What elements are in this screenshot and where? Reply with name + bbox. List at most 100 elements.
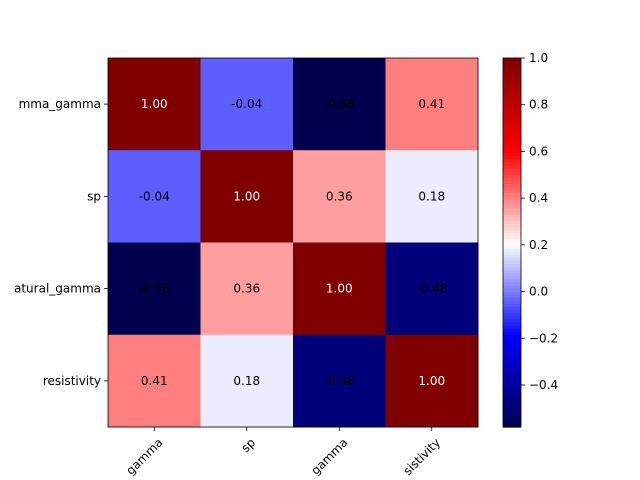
- colorbar-segment: [503, 377, 521, 382]
- x-axis: gamma sp gamma sistivity: [123, 427, 443, 478]
- colorbar-segment: [503, 94, 521, 99]
- colorbar-segment: [503, 70, 521, 74]
- colorbar-segment: [503, 356, 521, 360]
- colorbar-segment: [503, 328, 521, 333]
- colorbar-segment: [503, 390, 521, 394]
- colorbar-segment: [503, 285, 521, 290]
- colorbar-segment: [503, 147, 521, 151]
- colorbar-segment: [503, 128, 521, 133]
- colorbar-segment: [503, 239, 521, 244]
- colorbar-segment: [503, 205, 521, 210]
- colorbar-segment: [503, 242, 521, 247]
- colorbar-segment: [503, 214, 521, 219]
- colorbar-segment: [503, 316, 521, 320]
- colorbar-segment: [503, 300, 521, 305]
- colorbar-segment: [503, 420, 521, 425]
- heatmap-cell: [293, 150, 386, 243]
- colorbar-segment: [503, 159, 521, 164]
- colorbar-segment: [503, 76, 521, 81]
- colorbar-segment: [503, 91, 521, 96]
- colorbar-segment: [503, 177, 521, 182]
- cell-value-label: -0.48: [324, 374, 355, 388]
- colorbar-segment: [503, 350, 521, 354]
- colorbar-segment: [503, 423, 521, 428]
- colorbar-segment: [503, 267, 521, 271]
- colorbar-segment: [503, 233, 521, 237]
- colorbar-segment: [503, 371, 521, 376]
- colorbar-segment: [503, 304, 521, 308]
- cell-value-label: -0.58: [139, 282, 170, 296]
- colorbar-segment: [503, 402, 521, 407]
- colorbar-segment: [503, 196, 521, 201]
- y-tick-label: atural_gamma: [14, 282, 101, 296]
- colorbar-segment: [503, 88, 521, 93]
- heatmap-cell: [108, 242, 201, 336]
- colorbar-segment: [503, 353, 521, 357]
- colorbar-segment: [503, 211, 521, 216]
- colorbar-segment: [503, 313, 521, 317]
- colorbar-segment: [503, 294, 521, 299]
- cell-value-label: -0.04: [139, 189, 170, 203]
- colorbar-segment: [503, 165, 521, 170]
- colorbar-segment: [503, 61, 521, 65]
- colorbar-segment: [503, 190, 521, 194]
- colorbar-segment: [503, 85, 521, 90]
- heatmap-cell: [200, 150, 294, 243]
- colorbar-segment: [503, 104, 521, 108]
- colorbar-segment: [503, 359, 521, 364]
- colorbar-segment: [503, 202, 521, 207]
- colorbar-segment: [503, 171, 521, 176]
- colorbar-segment: [503, 319, 521, 324]
- colorbar-segment: [503, 208, 521, 213]
- colorbar-segment: [503, 383, 521, 388]
- colorbar-segment: [503, 168, 521, 173]
- colorbar-segment: [503, 224, 521, 228]
- colorbar-segment: [503, 251, 521, 256]
- cell-value-label: 1.00: [233, 189, 260, 203]
- colorbar-segment: [503, 417, 521, 422]
- colorbar-segment: [503, 408, 521, 413]
- colorbar-segment: [503, 264, 521, 268]
- cell-value-label: 1.00: [141, 97, 168, 111]
- colorbar-segment: [503, 260, 521, 265]
- colorbar-segment: [503, 405, 521, 410]
- colorbar: −0.4 −0.2 0.0 0.2 0.4 0.6 0.8 1.0: [502, 51, 558, 428]
- colorbar-segment: [503, 230, 521, 234]
- colorbar-segment: [503, 362, 521, 367]
- colorbar-segment: [503, 387, 521, 391]
- colorbar-segment: [503, 113, 521, 118]
- colorbar-segment: [503, 334, 521, 339]
- colorbar-segment: [503, 276, 521, 280]
- colorbar-segment: [503, 101, 521, 105]
- x-tick-label: gamma: [123, 435, 165, 477]
- colorbar-segment: [503, 236, 521, 241]
- colorbar-segment: [503, 137, 521, 142]
- colorbar-segment: [503, 374, 521, 379]
- colorbar-segment: [503, 365, 521, 370]
- x-tick-label: sistivity: [401, 435, 444, 478]
- heatmap-cell: [385, 334, 479, 428]
- colorbar-segment: [503, 343, 521, 348]
- heatmap-cell: [293, 58, 386, 151]
- y-tick-label: resistivity: [43, 374, 101, 388]
- heatmap-cell: [293, 242, 386, 336]
- colorbar-segment: [503, 125, 521, 130]
- colorbar-segment: [503, 141, 521, 145]
- colorbar-segment: [503, 248, 521, 253]
- colorbar-segment: [503, 187, 521, 191]
- heatmap-cell: [200, 334, 294, 428]
- colorbar-segment: [503, 347, 521, 351]
- colorbar-segment: [503, 58, 521, 62]
- heatmap-cell: [200, 58, 294, 151]
- y-tick-label: mma_gamma: [19, 97, 101, 111]
- cell-value-label: 1.00: [418, 374, 445, 388]
- colorbar-segment: [503, 116, 521, 121]
- colorbar-segment: [503, 257, 521, 262]
- colorbar-tick-label: −0.2: [529, 331, 558, 345]
- heatmap-cells: 1.00 -0.04 -0.58 0.41 -0.04 1.00 0.36 0.18 -0.58…: [108, 58, 479, 428]
- colorbar-segment: [503, 337, 521, 342]
- colorbar-segment: [503, 153, 521, 157]
- colorbar-segment: [503, 67, 521, 71]
- x-tick-label: gamma: [308, 435, 350, 477]
